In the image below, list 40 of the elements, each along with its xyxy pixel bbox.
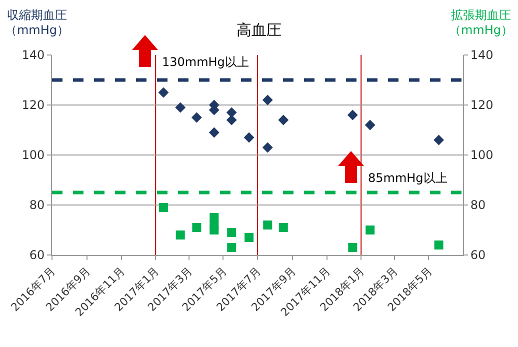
point (347, 110, 358, 120)
point (191, 112, 202, 123)
annotation: 85mmHg以上 (368, 171, 448, 185)
annotation: 130mmHg以上 (162, 55, 249, 69)
point (278, 223, 288, 232)
point (226, 107, 237, 118)
y-axis-title: 収縮期血圧（mmHg） (4, 8, 70, 38)
point (176, 230, 185, 240)
point (227, 228, 236, 237)
point (278, 114, 289, 126)
chart-title: 高血圧 (236, 20, 282, 39)
point (244, 233, 254, 242)
y-tick-label: 140 (22, 48, 45, 62)
point (348, 243, 358, 252)
point (192, 223, 202, 232)
y2-axis-title: 拡張期血圧（mmHg） (448, 8, 514, 38)
point (262, 94, 273, 106)
point (226, 114, 237, 126)
point (158, 203, 168, 212)
y-tick-label: 120 (22, 98, 45, 112)
point (175, 102, 186, 113)
y2-tick-label: 80 (470, 198, 486, 212)
y-tick-label: 100 (22, 148, 45, 162)
point (158, 87, 169, 98)
point (244, 132, 254, 143)
point (364, 120, 376, 130)
point (227, 243, 236, 252)
point (434, 134, 444, 146)
point (210, 226, 219, 234)
y2-tick-label: 140 (470, 48, 494, 62)
point (263, 220, 272, 230)
point (262, 142, 273, 153)
point (208, 127, 220, 138)
point (434, 240, 444, 250)
point (366, 226, 375, 234)
y-tick-label: 80 (29, 198, 45, 212)
y2-tick-label: 120 (470, 98, 494, 112)
y2-tick-label: 100 (470, 148, 494, 162)
y2-tick-label: 60 (470, 248, 486, 262)
y-tick-label: 60 (29, 248, 45, 262)
